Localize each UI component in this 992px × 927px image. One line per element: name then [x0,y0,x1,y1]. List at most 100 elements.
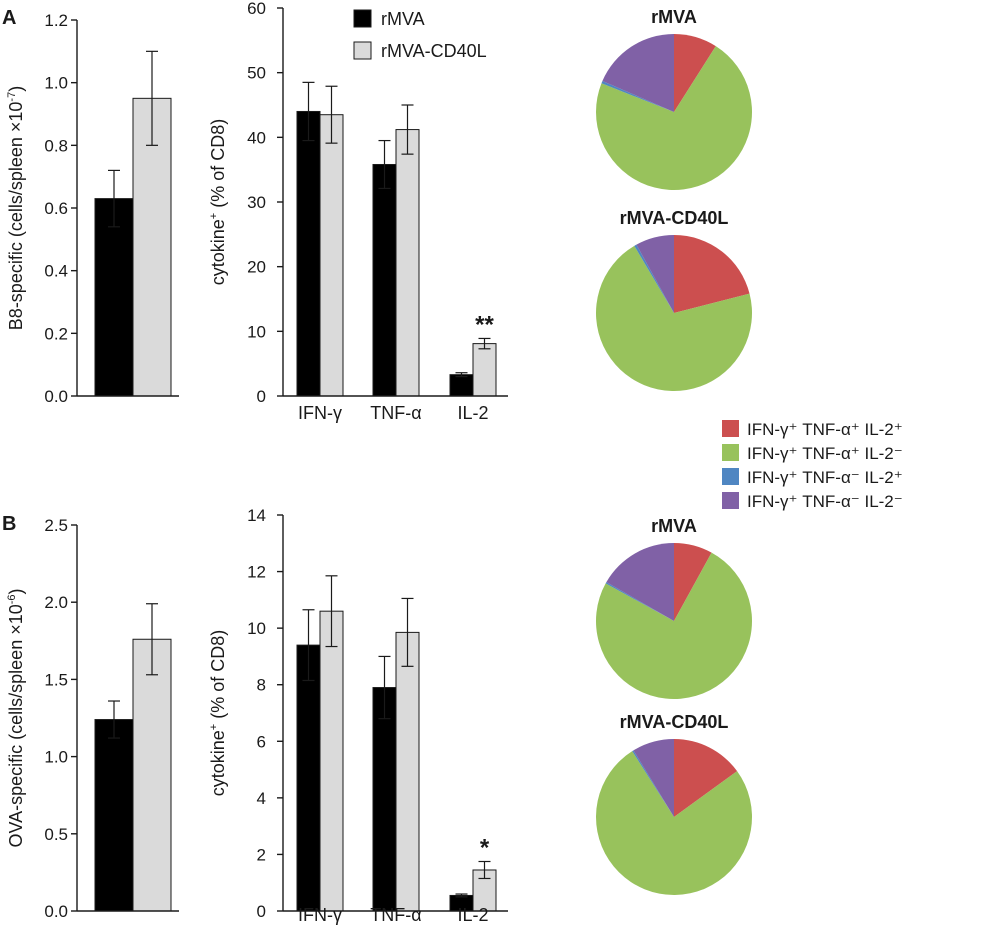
pie-A-pie-CD40L: rMVA-CD40L [596,208,752,392]
bar-rmva-cd40l [319,114,344,397]
pie-slice-3 [634,244,674,313]
legend-label: rMVA [381,9,425,29]
pie-legend-swatch [722,444,739,461]
chart-A-cytokine: 0 10 20 30 40 50 60 IFN-γ TNF-α IL-2 ** cytokine+ (… [208,0,508,423]
y-tick-label: 1.5 [44,670,68,689]
bar-rmva-cd40l [395,631,420,912]
pie-legend-swatch [722,492,739,509]
bar-rmva [296,644,321,912]
panel-letter-b: B [2,513,16,535]
y-tick-label: 0.0 [44,902,68,921]
y-axis-title-tail: (% of CD8) [208,119,228,213]
pie-slice-2 [596,245,752,392]
y-axis-title-main: B8-specific (cells/spleen ×10 [6,102,26,331]
charts-layer: 0.0 0.2 0.4 0.6 0.8 1.0 1.2 B8-specific (cells/… [6,0,903,925]
significance-marker: * [480,835,490,862]
pie-slice-4 [636,235,674,313]
bar-rmva-cd40l [395,129,420,397]
bar-rmva [449,374,474,397]
y-tick-label: 50 [247,64,266,83]
y-tick-label: 0.8 [44,136,68,155]
pie-slice-2 [595,46,752,190]
bar-rmva [372,687,397,912]
chart-A-count: 0.0 0.2 0.4 0.6 0.8 1.0 1.2 B8-specific (cells/… [6,11,179,406]
significance-marker: ** [475,311,494,338]
pie-legend-label: IFN-γ⁺ TNF-α⁺ IL-2⁻ [747,444,903,463]
pie-legend: IFN-γ⁺ TNF-α⁺ IL-2⁺ IFN-γ⁺ TNF-α⁺ IL-2⁻ IF… [722,420,903,511]
bar-rmva-cd40l [132,638,172,912]
pie-slice-3 [605,582,674,621]
bar-rmva [94,719,134,912]
y-axis-title-tail: (% of CD8) [208,630,228,724]
pie-slice-1 [674,235,750,313]
pie-slice-4 [633,739,674,817]
y-tick-label: 6 [257,732,266,751]
chart-B-cytokine: 0 2 4 6 8 10 12 14 IFN-γ TNF-α IL-2 * cytokine+ (% o… [208,506,508,925]
y-tick-label: 10 [247,619,266,638]
pie-B-pie-rMVA: rMVA [596,516,753,699]
y-tick-label: 4 [257,789,266,808]
y-tick-label: 2 [257,845,266,864]
y-tick-label: 1.0 [44,74,68,93]
y-tick-label: 0.4 [44,262,68,281]
y-tick-label: 12 [247,563,266,582]
pie-legend-label: IFN-γ⁺ TNF-α⁺ IL-2⁺ [747,420,903,439]
x-category-label: TNF-α [370,403,421,423]
x-category-label: IFN-γ [298,905,342,925]
y-tick-label: 0.6 [44,199,68,218]
legend-swatch-rmva-cd40l [353,41,372,60]
pie-slice-4 [606,543,674,621]
pie-slice-1 [674,34,716,112]
y-axis-title-superscript: + [208,724,220,730]
y-axis-title: cytokine+ (% of CD8) [208,119,228,286]
y-axis-title-tail: ) [6,86,26,92]
pie-legend-label: IFN-γ⁺ TNF-α⁻ IL-2⁺ [747,468,903,487]
bar-rmva-cd40l [319,610,344,912]
y-tick-label: 40 [247,128,266,147]
y-tick-label: 10 [247,322,266,341]
pie-slice-1 [674,543,712,621]
bar-rmva-cd40l [472,343,497,397]
legend-swatch-rmva [353,9,372,28]
y-tick-label: 1.0 [44,748,68,767]
pie-legend-swatch [722,420,739,437]
y-axis-title-exponent: -7 [6,92,18,102]
bar-rmva [372,163,397,397]
chart-B-count: 0.0 0.5 1.0 1.5 2.0 2.5 OVA-specific (cells/sp… [6,516,179,921]
pie-title: rMVA-CD40L [620,208,729,228]
y-axis-title-main: cytokine [208,219,228,285]
y-tick-label: 2.0 [44,593,68,612]
y-tick-label: 2.5 [44,516,68,535]
y-tick-label: 0.2 [44,324,68,343]
pie-A-pie-rMVA: rMVA [595,7,752,190]
y-tick-label: 1.2 [44,11,68,30]
pie-title: rMVA-CD40L [620,712,729,732]
y-tick-label: 20 [247,258,266,277]
y-tick-label: 8 [257,676,266,695]
bar-rmva-cd40l [132,97,172,397]
legend-label: rMVA-CD40L [381,41,487,61]
y-tick-label: 0 [257,902,266,921]
pie-slice-2 [595,751,752,896]
pie-slice-3 [601,81,674,112]
y-tick-label: 60 [247,0,266,18]
y-axis-title-main: OVA-specific (cells/spleen ×10 [6,604,26,847]
x-category-label: IL-2 [457,905,488,925]
pie-slice-4 [602,34,674,112]
y-axis-title-superscript: + [208,213,220,219]
bar-rmva [94,198,134,397]
y-axis-title: cytokine+ (% of CD8) [208,630,228,797]
pie-title: rMVA [651,7,697,27]
y-tick-label: 0 [257,387,266,406]
x-category-label: TNF-α [370,905,421,925]
y-axis-title: OVA-specific (cells/spleen ×10-6) [6,588,26,847]
y-tick-label: 30 [247,193,266,212]
pie-legend-label: IFN-γ⁺ TNF-α⁻ IL-2⁻ [747,492,903,511]
bar-legend: rMVA rMVA-CD40L [353,9,487,61]
y-axis-title-exponent: -6 [6,594,18,604]
pie-title: rMVA [651,516,697,536]
bar-rmva [296,110,321,397]
pie-B-pie-CD40L: rMVA-CD40L [595,712,752,896]
pie-slice-2 [596,552,753,699]
